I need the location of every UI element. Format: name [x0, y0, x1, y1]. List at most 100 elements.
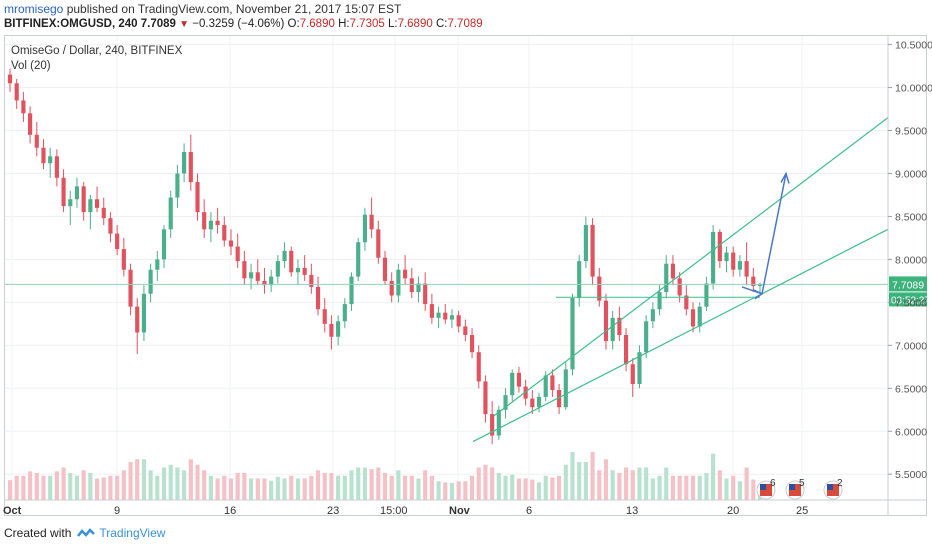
volume-bar [121, 470, 126, 500]
candle-body [262, 280, 267, 286]
volume-bar [570, 452, 575, 500]
volume-bar [664, 467, 669, 500]
volume-bars [7, 452, 763, 500]
candle-body [436, 312, 441, 318]
volume-bar [389, 475, 394, 500]
volume-bar [68, 473, 73, 500]
candle-body [155, 259, 160, 270]
candle-body [603, 300, 609, 342]
volume-bar [81, 470, 86, 500]
flag-canton [760, 484, 766, 490]
volume-bar [148, 470, 153, 500]
candle-body [449, 315, 455, 320]
author-link[interactable]: mromisego [4, 2, 64, 16]
volume-bar [175, 467, 180, 500]
low-label: L: [387, 18, 398, 30]
candle-body [416, 283, 421, 293]
volume-bar [476, 467, 481, 500]
candle-body [637, 352, 642, 384]
volume-bar [356, 467, 361, 500]
candle-body [563, 369, 568, 408]
candle-body [376, 229, 381, 258]
drawings: 7.7089 03:52:27 [5, 117, 930, 443]
candle-body [94, 199, 100, 208]
candle-body [356, 242, 361, 277]
volume-bar [376, 467, 381, 500]
candle-body [369, 214, 374, 230]
candle-body [536, 396, 542, 408]
candle-body [28, 113, 33, 135]
footer: Created with TradingView [4, 526, 165, 540]
candle-body [744, 261, 749, 277]
candle-body [202, 212, 207, 230]
candle-body [121, 249, 126, 270]
candle-body [677, 278, 682, 296]
candle-body [704, 283, 709, 307]
candle-body [403, 269, 408, 279]
volume-bar [677, 475, 682, 500]
flag-canton [827, 484, 833, 490]
volume-bar [14, 475, 19, 500]
candle-body [469, 335, 475, 353]
volume-bar [744, 467, 749, 500]
volume-bar [248, 478, 254, 500]
volume-bar [530, 479, 535, 500]
volume-bar [128, 462, 133, 500]
candle-body [590, 225, 595, 277]
candle-body [302, 268, 307, 275]
x-tick-label: 13 [626, 505, 638, 517]
open-value: 7.6890 [299, 18, 335, 30]
candle-body [510, 372, 515, 396]
volume-bar [195, 464, 200, 500]
candle-body [349, 276, 354, 305]
candle-body [463, 326, 468, 336]
candle-body [182, 152, 187, 174]
candle-body [490, 414, 495, 436]
last-price-tag [889, 276, 927, 292]
price-chart[interactable]: 7.7089 03:52:27 10.5000 10.0000 9.5000 9.000… [0, 0, 932, 520]
volume-bar [54, 471, 59, 500]
candle-body [362, 214, 367, 243]
tradingview-logo[interactable]: TradingView [77, 526, 165, 540]
last-price: 7.7089 [140, 18, 176, 30]
volume-bar [369, 469, 374, 500]
x-tick-label: 25 [796, 505, 808, 517]
volume-bar [295, 478, 301, 500]
volume-bar [737, 481, 742, 500]
candle-body [289, 250, 294, 273]
candle-body [342, 304, 347, 322]
candle-body [282, 250, 287, 262]
channel-upper-line [493, 117, 889, 417]
volume-bar [717, 470, 722, 500]
candle-body [443, 312, 448, 320]
volume-bar [309, 475, 314, 500]
candle-body [516, 372, 522, 387]
volume-bar [443, 482, 448, 500]
volume-bar [188, 459, 193, 500]
volume-bar [168, 464, 173, 500]
candle-body [711, 231, 716, 284]
candle-body [503, 395, 508, 410]
volume-bar [563, 464, 568, 500]
volume-bar [34, 473, 39, 500]
volume-bar [423, 470, 428, 500]
candle-body [610, 317, 615, 342]
volume-bar [88, 473, 93, 500]
volume-bar [516, 478, 522, 500]
projection-arrowhead [780, 171, 790, 184]
candle-body [168, 197, 173, 230]
volume-bar [510, 474, 515, 500]
candle-body [557, 390, 562, 408]
candle-body [269, 276, 274, 286]
volume-bar [583, 462, 588, 500]
countdown-tag [889, 292, 927, 307]
volume-bar [496, 473, 501, 500]
tradingview-brand: TradingView [99, 526, 166, 540]
volume-bar [650, 478, 655, 500]
candle-body [382, 257, 388, 281]
time-axis: Oct 9 16 23 15:00 Nov 6 13 20 25 [3, 499, 927, 517]
candle-body [577, 261, 582, 299]
close-value: 7.7089 [447, 18, 483, 30]
volume-bar [751, 479, 756, 500]
open-label: O: [287, 18, 300, 30]
